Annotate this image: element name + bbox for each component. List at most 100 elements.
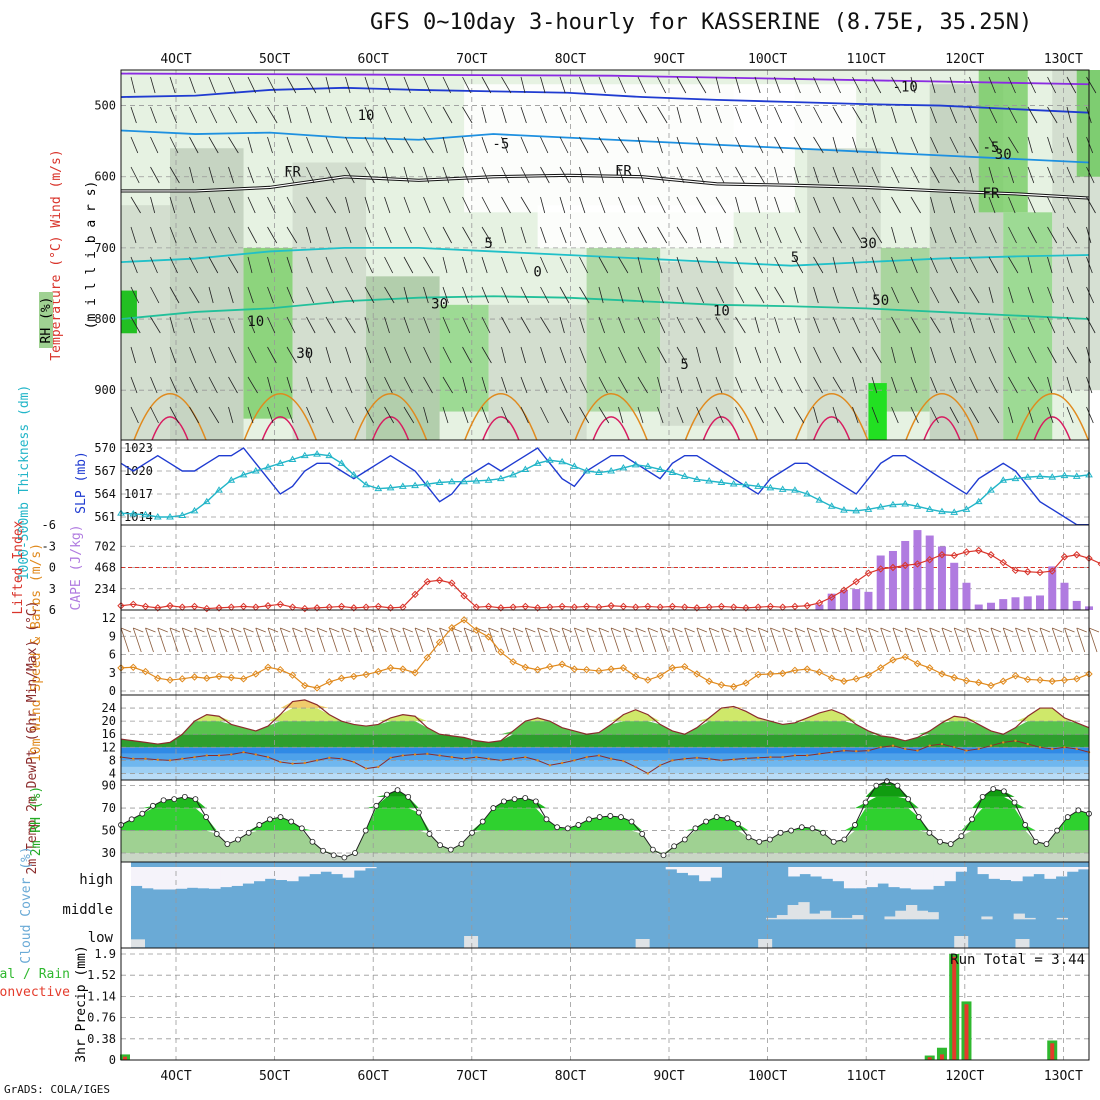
dewpoint-marker bbox=[560, 761, 564, 765]
wind-barb bbox=[501, 166, 510, 184]
wind-barb bbox=[618, 106, 628, 124]
wind-barb bbox=[774, 316, 780, 334]
li-marker bbox=[656, 603, 664, 611]
rh-shade-patch bbox=[366, 276, 440, 440]
cloud-high-clear bbox=[843, 867, 856, 889]
wind-barb bbox=[325, 406, 334, 424]
cloud-middle-clear bbox=[1024, 917, 1036, 920]
cloud-high-clear bbox=[866, 867, 878, 888]
thickness-marker bbox=[288, 455, 297, 462]
wind-barb bbox=[1047, 196, 1056, 214]
dewpoint-marker bbox=[916, 749, 919, 752]
thickness-marker bbox=[1023, 473, 1032, 480]
thickness-marker bbox=[374, 484, 383, 492]
li-marker bbox=[631, 603, 640, 611]
wind10m-barb-flag bbox=[1039, 627, 1051, 633]
cloud-high-clear bbox=[208, 867, 221, 889]
cape-bar bbox=[962, 582, 971, 610]
wind-barb bbox=[579, 316, 585, 334]
wind-barb bbox=[618, 256, 629, 274]
rh-marker bbox=[905, 796, 912, 802]
li-marker bbox=[864, 569, 873, 577]
wind-barb bbox=[930, 346, 937, 364]
wind10m-barb-flag bbox=[868, 627, 879, 633]
wind-barb bbox=[637, 76, 646, 94]
wind-barb bbox=[228, 256, 239, 274]
rh-marker bbox=[362, 827, 369, 834]
wind-speed-marker bbox=[521, 663, 530, 671]
cape-bar bbox=[1072, 600, 1081, 610]
cloud-middle-clear bbox=[1013, 913, 1025, 920]
wind10m-barb bbox=[647, 627, 657, 653]
li-marker bbox=[766, 602, 775, 611]
isotherm-line bbox=[120, 86, 1090, 114]
cloud-middle-clear bbox=[787, 905, 799, 920]
li-marker bbox=[521, 602, 530, 611]
wind-barb bbox=[579, 376, 588, 394]
wind-barb bbox=[306, 346, 311, 364]
wind-speed-marker bbox=[288, 671, 297, 679]
thickness-marker bbox=[693, 475, 701, 482]
wind-barb bbox=[130, 256, 138, 274]
thickness-marker bbox=[509, 470, 517, 478]
wind-barb bbox=[754, 166, 765, 184]
thickness-marker bbox=[276, 459, 285, 466]
wind-barb bbox=[306, 136, 314, 154]
wind-barb bbox=[852, 256, 858, 274]
wind-speed-marker bbox=[203, 674, 211, 682]
thickness-marker bbox=[215, 486, 223, 493]
wind-barb bbox=[267, 406, 274, 424]
wind-barb bbox=[403, 226, 412, 244]
li-marker bbox=[607, 602, 615, 610]
rh-marker bbox=[160, 797, 167, 804]
rh-marker bbox=[660, 852, 667, 859]
cape-tick: 468 bbox=[94, 561, 116, 575]
wind-barb bbox=[793, 406, 805, 424]
cloud-high-clear bbox=[855, 867, 867, 889]
wind-barb bbox=[852, 346, 862, 364]
li-marker bbox=[938, 551, 946, 559]
wind-barb bbox=[540, 316, 551, 334]
pressure-tick: 900 bbox=[94, 383, 116, 397]
dewpoint-marker bbox=[524, 755, 527, 759]
wind-barb bbox=[325, 256, 333, 274]
cape-bar bbox=[950, 562, 959, 610]
rh-fill bbox=[121, 781, 1089, 786]
cape-bar bbox=[1035, 595, 1044, 610]
cloud-high-clear bbox=[810, 867, 823, 877]
wind-barb bbox=[423, 376, 433, 394]
wind-barb bbox=[949, 346, 957, 364]
wind-barb bbox=[384, 346, 392, 364]
wind-barb bbox=[189, 346, 197, 364]
thickness-marker bbox=[141, 510, 150, 518]
wind-barb bbox=[637, 316, 646, 334]
wind-barb bbox=[637, 346, 647, 364]
wind-barb bbox=[247, 376, 258, 394]
li-marker bbox=[337, 602, 346, 611]
thickness-marker bbox=[840, 506, 848, 513]
wind-barb bbox=[501, 346, 506, 364]
li-marker bbox=[178, 603, 186, 611]
wind-barb bbox=[988, 136, 999, 154]
contour-label: -5 bbox=[983, 140, 1000, 156]
slp-line bbox=[120, 447, 1089, 526]
cape-axis-label: CAPE (J/kg) bbox=[69, 524, 84, 610]
bottom-day-label: 10OCT bbox=[748, 1069, 787, 1084]
wind-barb bbox=[696, 406, 704, 424]
wind-barb bbox=[676, 106, 682, 124]
rh-marker bbox=[554, 824, 561, 831]
wind-barb bbox=[208, 226, 217, 244]
li-marker bbox=[227, 603, 235, 611]
wind-barb bbox=[150, 376, 158, 394]
wind-barb bbox=[150, 166, 160, 184]
wind10m-barb-flag bbox=[561, 627, 573, 633]
temp-tick: 12 bbox=[102, 740, 116, 754]
cape-bar bbox=[864, 591, 873, 610]
wind-barb bbox=[754, 196, 761, 214]
wind10m-barb-flag bbox=[169, 627, 181, 633]
li-marker bbox=[668, 602, 677, 611]
thickness-marker bbox=[974, 497, 983, 505]
dewpoint-marker bbox=[793, 754, 797, 757]
wind10m-barb-flag bbox=[316, 627, 328, 633]
isotherm-line bbox=[120, 246, 1090, 267]
